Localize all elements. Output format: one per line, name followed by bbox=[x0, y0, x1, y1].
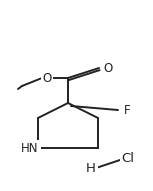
Text: F: F bbox=[124, 104, 130, 117]
Text: Cl: Cl bbox=[121, 152, 134, 165]
Text: O: O bbox=[42, 71, 52, 84]
Text: H: H bbox=[86, 163, 96, 176]
Text: O: O bbox=[103, 62, 113, 74]
Text: HN: HN bbox=[21, 142, 39, 155]
